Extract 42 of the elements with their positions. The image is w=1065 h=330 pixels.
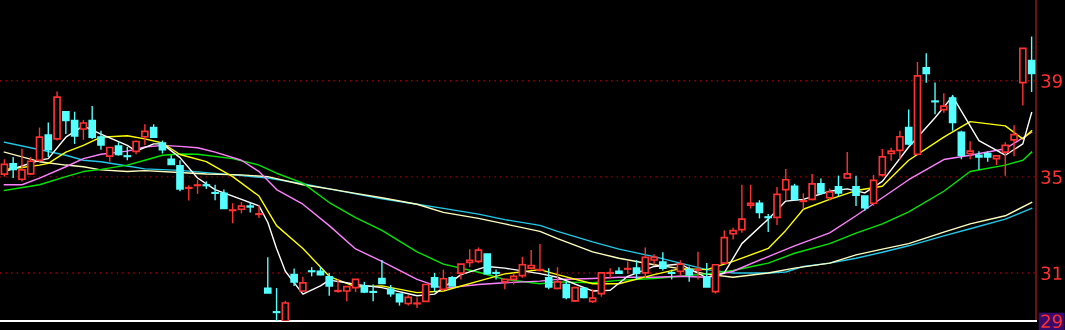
candlestick (79, 119, 88, 141)
candlestick (694, 251, 702, 281)
y-tick-label: 29 (1041, 314, 1062, 329)
candlestick (228, 202, 237, 224)
candlestick (939, 92, 948, 114)
y-tick-label: 39 (1041, 74, 1062, 88)
candlestick (773, 186, 781, 226)
y-tick-label: 35 (1041, 170, 1062, 184)
candlestick (255, 204, 263, 219)
candlestick (764, 213, 773, 233)
candlestick (869, 174, 878, 207)
y-tick-label: 31 (1041, 266, 1062, 281)
candlestick (904, 108, 913, 147)
candlestick (536, 243, 544, 273)
candlestick (141, 123, 149, 147)
candlestick (931, 81, 939, 116)
candlestick (878, 148, 887, 178)
candlestick (1010, 124, 1018, 157)
candlestick (808, 173, 816, 201)
candlestick (430, 272, 439, 293)
candlestick (781, 168, 790, 201)
candlestick (1027, 35, 1036, 93)
candlestick (263, 256, 272, 294)
candlestick (9, 156, 17, 179)
candlestick (659, 251, 667, 272)
candlestick (632, 259, 641, 281)
candlestick (843, 151, 852, 179)
candlestick (957, 130, 966, 160)
candlestick (439, 268, 448, 292)
candlestick (966, 140, 974, 160)
candlestick (755, 199, 764, 220)
candlestick (922, 52, 931, 84)
candlestick (544, 267, 553, 290)
candlestick (44, 121, 53, 158)
candlestick (1001, 141, 1010, 177)
candlestick (325, 272, 334, 297)
candlestick (746, 184, 755, 210)
candlestick (272, 287, 281, 321)
candlestick (378, 259, 386, 285)
candlestick (176, 159, 184, 192)
candlestick (702, 262, 711, 288)
candlestick (834, 174, 843, 197)
